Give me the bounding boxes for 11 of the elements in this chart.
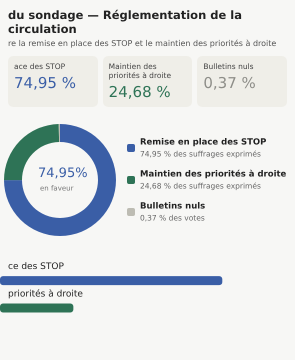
legend-label: Remise en place des STOP <box>140 138 266 148</box>
text: 74,95 % <box>14 74 77 92</box>
legend-label: Bulletins nuls <box>140 202 206 212</box>
text: re la remise en place des STOP et le maintien des priorités à droite <box>8 39 278 48</box>
text: 24,68 % <box>108 83 172 101</box>
text: du sondage — Réglementation de la circulation <box>8 8 244 36</box>
legend-label: Maintien des priorités à droite <box>140 170 287 180</box>
y-tick-label: ce des STOP <box>8 262 64 272</box>
y-tick-label: priorités à droite <box>8 288 84 300</box>
text: 74,95% <box>38 166 88 181</box>
text: 0,37 % <box>203 74 257 92</box>
